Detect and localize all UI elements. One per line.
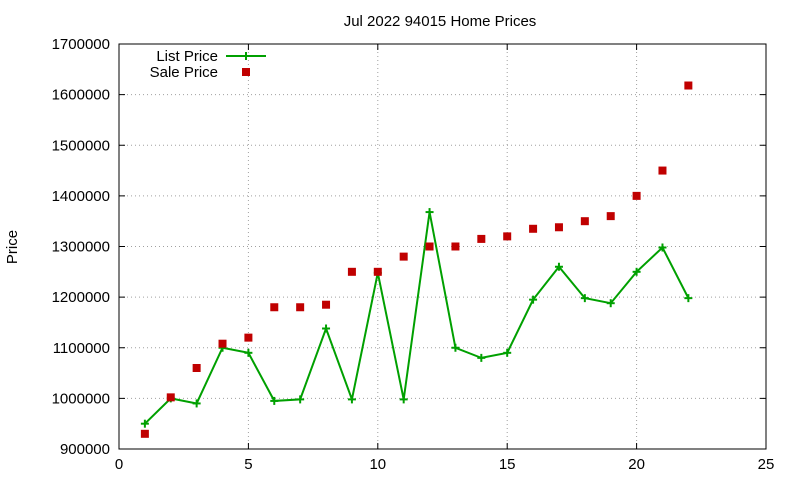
legend-marker xyxy=(242,68,250,76)
legend-label: Sale Price xyxy=(150,64,218,81)
list-price-point xyxy=(529,295,538,304)
list-price-point xyxy=(554,262,563,271)
sale-price-point xyxy=(684,81,693,90)
sale-price-point xyxy=(425,242,434,251)
x-tick-label: 0 xyxy=(115,456,123,473)
sale-price-point xyxy=(529,224,538,233)
sale-price-point xyxy=(399,252,408,261)
list-price-point xyxy=(503,348,512,357)
x-tick-label: 10 xyxy=(369,456,386,473)
sale-price-point xyxy=(632,191,641,200)
list-price-point xyxy=(140,419,149,428)
legend-label: List Price xyxy=(156,48,218,65)
list-price-point xyxy=(580,294,589,303)
list-price-point xyxy=(632,267,641,276)
sale-price-point xyxy=(347,267,356,276)
list-price-point xyxy=(296,395,305,404)
x-tick-label: 5 xyxy=(244,456,252,473)
list-price-point xyxy=(425,208,434,217)
y-tick-label: 900000 xyxy=(60,441,110,458)
x-tick-label: 20 xyxy=(628,456,645,473)
sale-price-point xyxy=(140,429,149,438)
list-price-point xyxy=(658,243,667,252)
sale-price-point xyxy=(580,217,589,226)
sale-price-point xyxy=(192,364,201,372)
axis-ticks: 0 5 10 15 20 25 900000 1000000 1100000 1200000 130… xyxy=(52,36,775,473)
list-price-point xyxy=(606,299,615,308)
sale-price-point xyxy=(244,333,253,342)
series-layer xyxy=(140,81,693,438)
y-tick-label: 1100000 xyxy=(53,340,110,357)
sale-price-point xyxy=(658,166,667,175)
y-tick-label: 1700000 xyxy=(52,36,110,53)
y-tick-label: 1400000 xyxy=(52,188,110,205)
list-price-point xyxy=(347,395,356,404)
y-tick-label: 1500000 xyxy=(52,137,110,154)
list-price-point xyxy=(477,353,486,362)
list-price-point xyxy=(322,324,331,333)
list-price-point xyxy=(451,343,460,352)
sale-price-point xyxy=(451,242,460,251)
sale-price-point xyxy=(554,223,563,232)
list-price-point xyxy=(399,395,408,404)
list-price-line xyxy=(144,211,690,425)
list-price-point xyxy=(192,399,201,408)
sale-price-point xyxy=(166,393,175,402)
sale-price-point xyxy=(477,234,486,243)
y-axis-label: Price xyxy=(4,230,21,264)
y-tick-label: 1200000 xyxy=(52,289,110,306)
y-tick-label: 1300000 xyxy=(52,239,110,256)
sale-price-point xyxy=(322,300,331,309)
plot-frame xyxy=(118,43,767,450)
sale-price-point xyxy=(270,303,279,312)
sale-price-point xyxy=(503,232,512,241)
chart-title: Jul 2022 94015 Home Prices xyxy=(344,13,537,30)
list-price-point xyxy=(244,348,253,357)
sale-price-point xyxy=(296,303,305,312)
legend-marker xyxy=(242,52,250,60)
y-tick-label: 1600000 xyxy=(52,87,110,104)
grid-lines xyxy=(119,44,766,449)
sale-price-point xyxy=(373,267,382,276)
x-tick-label: 25 xyxy=(758,456,775,473)
y-tick-label: 1000000 xyxy=(52,390,110,407)
sale-price-point xyxy=(218,339,227,348)
list-price-point xyxy=(270,396,279,405)
list-price-point xyxy=(684,294,693,303)
x-tick-label: 15 xyxy=(499,456,516,473)
sale-price-point xyxy=(606,212,615,221)
